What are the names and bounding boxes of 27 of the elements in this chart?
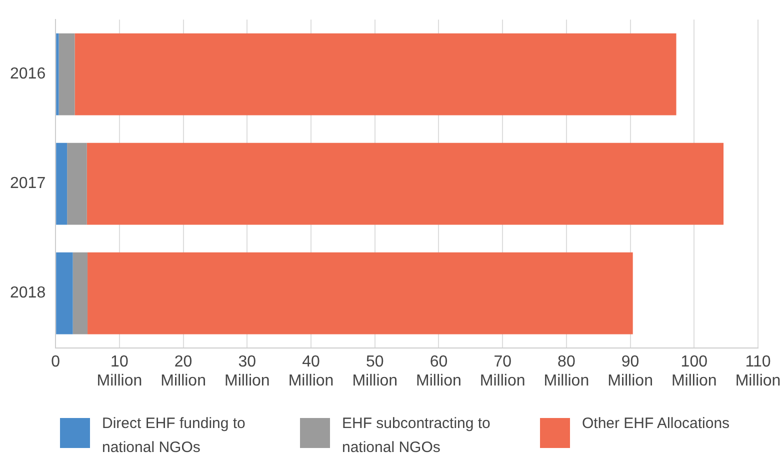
bar xyxy=(56,142,68,225)
bar xyxy=(74,33,676,116)
x-tick-label: 80 Million xyxy=(544,353,590,390)
x-tick-label: 70 Million xyxy=(480,353,526,390)
legend-label: EHF subcontracting to national NGOs xyxy=(342,414,492,458)
x-tick-label: 20 Million xyxy=(160,353,206,390)
bar xyxy=(86,142,724,225)
x-tick-label: 60 Million xyxy=(416,353,462,390)
x-tick-label: 0 xyxy=(51,353,60,370)
legend-label: Direct EHF funding to national NGOs xyxy=(102,414,246,458)
y-tick-label: 2017 xyxy=(10,175,46,192)
bar xyxy=(72,252,88,334)
x-tick-label: 110 Million xyxy=(735,353,781,390)
x-tick-label: 50 Million xyxy=(352,353,398,390)
bar xyxy=(56,33,59,116)
x-tick-label: 30 Million xyxy=(224,353,270,390)
x-tick-label: 40 Million xyxy=(288,353,334,390)
bar xyxy=(58,33,75,116)
x-tick-label: 10 Million xyxy=(96,353,142,390)
x-tick-label: 100 Million xyxy=(671,353,717,390)
x-tick-label: 90 Million xyxy=(608,353,653,390)
y-tick-label: 2016 xyxy=(10,66,46,83)
bar xyxy=(56,252,73,334)
bar xyxy=(67,142,87,225)
y-tick-label: 2018 xyxy=(10,284,46,302)
legend-label: Other EHF Allocations xyxy=(582,414,730,434)
bar xyxy=(88,252,633,334)
